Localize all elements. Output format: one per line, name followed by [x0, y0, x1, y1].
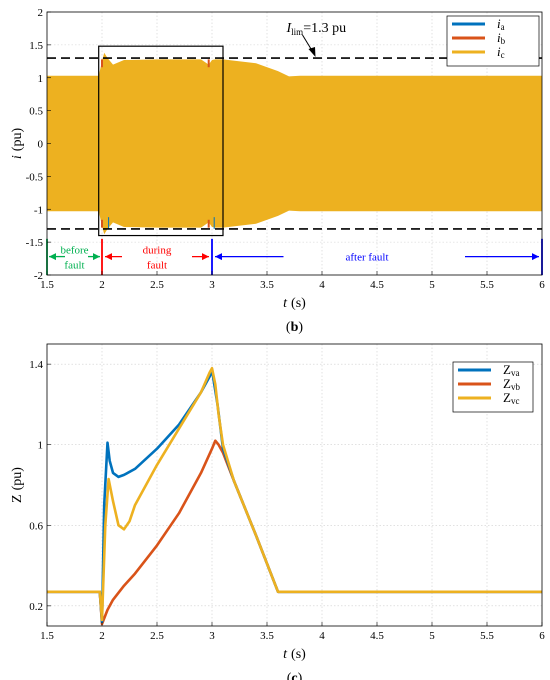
panel-label: (c)	[287, 671, 303, 680]
y-tick-label: 2	[38, 7, 44, 19]
legend-series-name: i	[497, 30, 501, 45]
x-tick-label: 2	[99, 630, 105, 642]
legend-series-name: Z	[503, 390, 511, 405]
legend-label-a: ia	[497, 16, 505, 32]
chart-panel-b: Ilim=1.3 pu before fault during fault after f…	[10, 7, 545, 335]
phase-arrow-after-left-head	[215, 253, 222, 261]
panel-label-close: )	[298, 671, 303, 680]
y-tick-labels: 0.2 0.6 1 1.4	[29, 359, 43, 613]
y-tick-label: 1	[38, 440, 44, 452]
x-axis-symbol: t	[283, 647, 288, 662]
legend-series-name: i	[497, 44, 501, 59]
x-tick-label: 3	[209, 279, 215, 291]
x-tick-label: 4	[319, 279, 325, 291]
phase-label: before	[60, 245, 88, 257]
y-tick-label: 1.5	[29, 40, 43, 52]
phase-arrow-during-right-head	[202, 253, 209, 261]
x-tick-label: 1.5	[40, 279, 54, 291]
x-tick-label: 3.5	[260, 630, 274, 642]
limit-annotation-subscript: lim	[291, 27, 303, 37]
y-axis-unit: (pu)	[10, 128, 25, 152]
phase-label: fault	[64, 260, 84, 272]
x-axis-label: t (s)	[283, 647, 306, 662]
legend-series-name: Z	[503, 376, 511, 391]
y-tick-label: 0.6	[29, 520, 43, 532]
y-tick-label: 1	[38, 73, 44, 85]
x-axis-label: t (s)	[283, 296, 306, 311]
panel-label-open: (	[287, 671, 292, 680]
limit-annotation-symbol: I	[286, 21, 293, 36]
grid-lines	[47, 344, 542, 626]
y-axis-symbol: Z	[10, 494, 25, 503]
x-tick-label: 5.5	[480, 279, 494, 291]
phase-label: fault	[147, 260, 167, 272]
y-tick-labels: -2 -1.5 -1 -0.5 0 0.5 1 1.5 2	[26, 7, 44, 282]
y-tick-label: 0	[38, 139, 44, 151]
x-tick-label: 6	[539, 279, 545, 291]
legend-series-subscript: va	[511, 368, 520, 378]
phase-arrow-during-left-head	[105, 253, 112, 261]
y-tick-label: 1.4	[29, 359, 43, 371]
y-tick-label: 0.5	[29, 106, 43, 118]
legend-label-vb: Zvb	[503, 376, 520, 392]
legend-series-subscript: b	[501, 36, 506, 46]
y-tick-label: -2	[34, 270, 43, 282]
y-tick-label: -0.5	[26, 171, 44, 183]
phase-arrow-before-right-head	[93, 253, 100, 261]
x-tick-labels: 1.5 2 2.5 3 3.5 4 4.5 5 5.5 6	[40, 630, 545, 642]
legend-label-b: ib	[497, 30, 506, 46]
x-tick-label: 4	[319, 630, 325, 642]
y-axis-label: Z (pu)	[10, 467, 25, 503]
phase-arrow-before-left-head	[49, 253, 56, 261]
x-tick-label: 2.5	[150, 279, 164, 291]
legend-series-subscript: a	[501, 22, 505, 32]
limit-annotation-value: =1.3 pu	[303, 21, 346, 36]
legend-label-vc: Zvc	[503, 390, 519, 406]
x-tick-label: 3	[209, 630, 215, 642]
limit-annotation-text: Ilim=1.3 pu	[286, 21, 347, 37]
legend-label-va: Zva	[503, 362, 519, 378]
x-tick-label: 3.5	[260, 279, 274, 291]
x-tick-label: 4.5	[370, 279, 384, 291]
current-envelope-ic	[47, 52, 542, 235]
axes-frame	[46, 343, 543, 627]
legend-label-c: ic	[497, 44, 505, 60]
legend-series-subscript: vc	[511, 396, 520, 406]
x-tick-label: 5	[429, 279, 435, 291]
x-tick-label: 2.5	[150, 630, 164, 642]
panel-label-letter: c	[291, 671, 297, 680]
phase-label: during	[143, 245, 172, 257]
y-axis-symbol: i	[10, 155, 25, 159]
panel-label-open: (	[286, 320, 291, 335]
x-tick-labels: 1.5 2 2.5 3 3.5 4 4.5 5 5.5 6	[40, 279, 545, 291]
phase-label: after fault	[345, 252, 388, 264]
y-axis-unit: (pu)	[10, 467, 25, 491]
y-tick-label: 0.2	[29, 601, 43, 613]
panel-label-letter: b	[291, 320, 299, 335]
legend-series-name: i	[497, 16, 501, 31]
x-tick-label: 6	[539, 630, 545, 642]
x-axis-symbol: t	[283, 296, 288, 311]
limit-annotation-arrowhead	[308, 47, 316, 58]
x-tick-label: 5.5	[480, 630, 494, 642]
x-tick-label: 5	[429, 630, 435, 642]
x-tick-label: 4.5	[370, 630, 384, 642]
legend-series-subscript: vb	[511, 382, 521, 392]
fault-highlight-box	[98, 45, 224, 237]
legend-series-name: Z	[503, 362, 511, 377]
series-line-vc	[47, 366, 542, 622]
phase-arrow-after-right-head	[532, 253, 539, 261]
x-tick-label: 2	[99, 279, 105, 291]
y-tick-label: -1	[34, 204, 43, 216]
x-tick-label: 1.5	[40, 630, 54, 642]
panel-label: (b)	[286, 320, 303, 335]
panel-label-close: )	[298, 320, 303, 335]
y-axis-label: i (pu)	[10, 128, 25, 160]
y-tick-label: -1.5	[26, 237, 44, 249]
legend-series-subscript: c	[501, 50, 505, 60]
x-axis-unit: (s)	[291, 647, 306, 662]
chart-panel-c: 1.5 2 2.5 3 3.5 4 4.5 5 5.5 6 0.2 0.6 1 1.4 t (s) Z (pu) (…	[10, 343, 545, 680]
x-axis-unit: (s)	[291, 296, 306, 311]
